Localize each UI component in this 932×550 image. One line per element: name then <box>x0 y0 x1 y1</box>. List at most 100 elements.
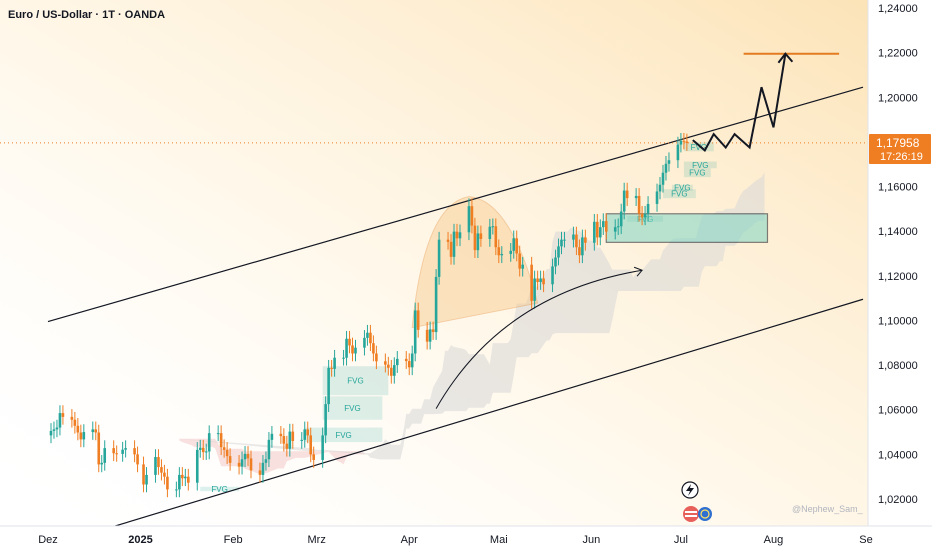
candle-body <box>637 195 641 214</box>
current-price-value: 1,17958 <box>876 136 920 150</box>
candle-body <box>434 276 438 333</box>
candle <box>97 424 101 473</box>
flags-icon[interactable] <box>683 506 712 522</box>
lines-layer <box>0 52 868 526</box>
candle <box>309 427 313 463</box>
candle-body <box>145 474 148 485</box>
candle-body <box>121 449 124 454</box>
candle-body <box>243 453 247 460</box>
candle-body <box>616 226 620 228</box>
candle <box>572 226 575 248</box>
price-tick-label: 1,08000 <box>878 360 918 372</box>
candle <box>345 330 348 366</box>
candle <box>121 441 124 462</box>
candle-body <box>682 140 686 142</box>
candle-body <box>354 347 357 354</box>
price-tick-label: 1,14000 <box>878 226 918 238</box>
candle <box>279 426 283 444</box>
time-tick-label: Dez <box>38 534 58 546</box>
candle <box>94 421 98 441</box>
candle-body <box>491 226 495 228</box>
candle <box>342 349 345 366</box>
candle <box>142 456 145 493</box>
candle-body <box>279 433 283 437</box>
candle-body <box>390 367 393 376</box>
candle-body <box>596 221 599 238</box>
fvg-label: FVG <box>691 143 707 152</box>
candle-body <box>572 234 575 240</box>
fvg-zone <box>662 189 696 199</box>
candle-body <box>115 453 118 455</box>
candle-body <box>410 353 414 368</box>
candle <box>625 182 629 206</box>
candle <box>49 423 53 444</box>
candle <box>291 423 295 449</box>
candle-body <box>166 476 169 490</box>
price-tick-label: 1,02000 <box>878 494 918 506</box>
candle-body <box>321 435 324 460</box>
lightning-icon[interactable] <box>681 481 699 499</box>
candle <box>133 440 136 463</box>
candle <box>219 425 223 456</box>
candle <box>521 256 524 277</box>
candle <box>181 467 184 487</box>
candle-body <box>479 233 483 239</box>
candle <box>685 133 689 151</box>
candle <box>270 426 274 448</box>
time-tick-label: Mrz <box>308 534 326 546</box>
fvg-label: FVG <box>211 485 227 494</box>
candle <box>300 432 304 449</box>
price-tick-label: 1,24000 <box>878 3 918 15</box>
candle-body <box>100 462 104 465</box>
candle-body <box>73 419 77 426</box>
time-tick-label: Apr <box>401 534 418 546</box>
price-axis[interactable]: 1,240001,220001,200001,180001,160001,140… <box>878 3 918 506</box>
candle <box>82 424 86 448</box>
candle-body <box>518 253 521 269</box>
candle-body <box>425 329 429 342</box>
candle-body <box>604 221 608 232</box>
candle-body <box>333 357 336 369</box>
candle <box>676 136 680 169</box>
channel-lower-line <box>112 298 864 526</box>
fvg-zone <box>683 161 717 169</box>
candle-body <box>157 457 160 468</box>
candle-body <box>142 464 145 485</box>
candle-body <box>366 332 369 338</box>
time-axis[interactable]: Dez 2025 Feb Mrz Apr Mai Jun Jul Aug Se <box>38 534 873 546</box>
candle-body <box>601 221 605 228</box>
candle <box>646 196 650 222</box>
candle <box>154 449 157 483</box>
candle-body <box>261 462 265 475</box>
time-tick-label: Aug <box>764 534 784 546</box>
candle <box>542 270 545 293</box>
candle <box>428 321 432 350</box>
candle-body <box>395 358 399 366</box>
candle <box>333 349 336 377</box>
candle <box>91 421 95 440</box>
candle-body <box>175 489 178 491</box>
candle-body <box>452 231 456 257</box>
candle-body <box>578 247 581 256</box>
fvg-zone <box>322 366 389 396</box>
candle-body <box>198 447 202 450</box>
candle <box>387 356 390 376</box>
candle-body <box>384 361 387 365</box>
candle <box>619 203 623 235</box>
candle-body <box>267 439 271 460</box>
candle-body <box>676 144 680 161</box>
candle-body <box>178 474 181 490</box>
candle-body <box>312 454 316 460</box>
candle <box>363 330 366 356</box>
candle-body <box>467 206 471 233</box>
candle <box>166 468 169 498</box>
candle <box>327 359 330 412</box>
candle <box>163 464 166 485</box>
candle <box>187 468 190 491</box>
candle-body <box>49 430 53 436</box>
candle-body <box>133 448 136 455</box>
current-price-tag[interactable]: 1,17958 17:26:19 <box>869 134 931 164</box>
candle <box>622 182 626 220</box>
candle-body <box>458 232 462 239</box>
candle <box>175 481 178 498</box>
